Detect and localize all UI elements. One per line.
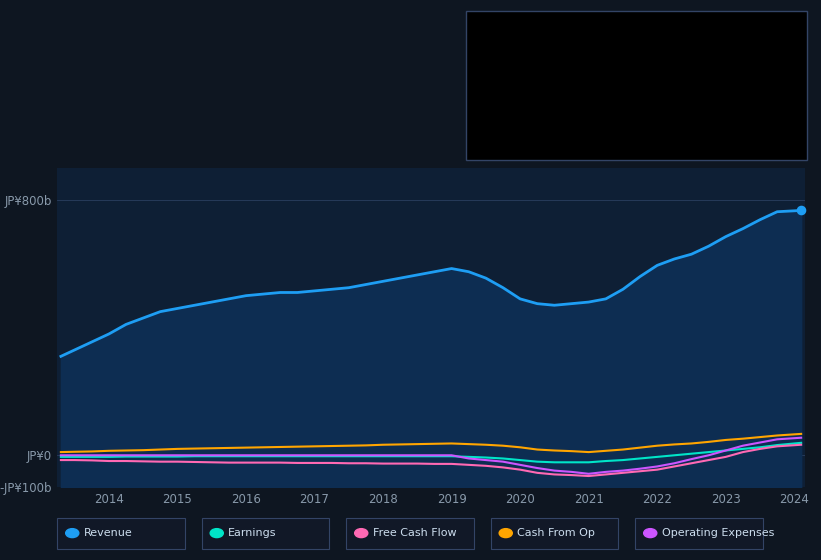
Text: 5.1%: 5.1% xyxy=(565,80,598,93)
Text: Revenue: Revenue xyxy=(476,38,528,51)
Text: JP¥32.786b /yr: JP¥32.786b /yr xyxy=(622,101,709,114)
Text: Mar 31 2024: Mar 31 2024 xyxy=(476,21,570,34)
Text: Cash From Op: Cash From Op xyxy=(476,122,558,135)
Text: Free Cash Flow: Free Cash Flow xyxy=(373,528,456,538)
Text: JP¥766.934b /yr: JP¥766.934b /yr xyxy=(622,38,716,51)
Text: Operating Expenses: Operating Expenses xyxy=(662,528,774,538)
Text: Free Cash Flow: Free Cash Flow xyxy=(476,101,565,114)
Text: Earnings: Earnings xyxy=(476,59,528,72)
Text: profit margin: profit margin xyxy=(602,80,683,93)
Text: Cash From Op: Cash From Op xyxy=(517,528,595,538)
Text: JP¥39.188b /yr: JP¥39.188b /yr xyxy=(622,59,709,72)
Text: Earnings: Earnings xyxy=(228,528,277,538)
Text: Operating Expenses: Operating Expenses xyxy=(476,143,595,156)
Text: Revenue: Revenue xyxy=(84,528,132,538)
Point xyxy=(795,206,808,215)
Text: JP¥66.706b /yr: JP¥66.706b /yr xyxy=(622,122,709,135)
Text: JP¥54.763b /yr: JP¥54.763b /yr xyxy=(622,143,709,156)
